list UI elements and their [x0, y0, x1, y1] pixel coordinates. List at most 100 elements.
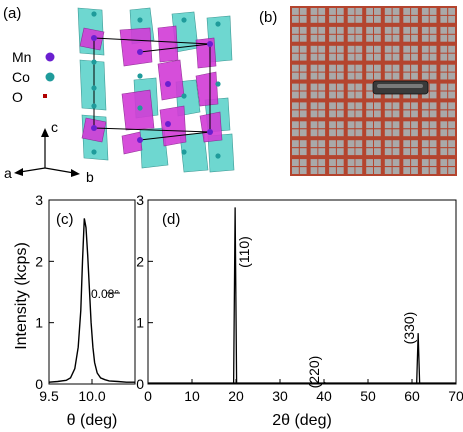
grid-cell — [374, 121, 381, 129]
grid-cell — [374, 110, 381, 118]
grid-cell — [329, 83, 336, 91]
grid-cell — [299, 64, 307, 72]
grid-cell — [421, 8, 429, 15]
grid-cell — [366, 72, 373, 80]
grid-cell — [355, 110, 363, 118]
grid-cell — [448, 121, 455, 129]
unit-cell — [93, 37, 211, 141]
grid-cell — [329, 15, 336, 23]
grid-cell — [366, 8, 373, 15]
grid-cell — [429, 91, 437, 99]
d-xtick-label: 10 — [184, 388, 200, 404]
legend-co-label: Co — [12, 69, 30, 85]
grid-cell — [421, 110, 429, 118]
grid-cell — [292, 91, 299, 99]
grid-cell — [310, 45, 318, 53]
grid-cell — [448, 83, 455, 91]
grid-cell — [392, 34, 400, 42]
grid-cell — [429, 110, 437, 118]
grid-cell — [440, 72, 448, 80]
grid-cell — [329, 167, 336, 174]
grid-cell — [299, 15, 307, 23]
grid-cell — [411, 91, 418, 99]
grid-cell — [310, 34, 318, 42]
grid-cell — [299, 110, 307, 118]
grid-cell — [318, 72, 326, 80]
grid-cell — [299, 102, 307, 110]
crystal-sample-highlight — [377, 84, 423, 88]
grid-cell — [403, 110, 411, 118]
grid-cell — [336, 53, 344, 61]
grid-cell — [355, 45, 363, 53]
grid-cell — [374, 53, 381, 61]
grid-cell — [292, 15, 299, 23]
grid-cell — [310, 15, 318, 23]
grid-cell — [347, 83, 355, 91]
grid-cell — [429, 159, 437, 166]
grid-cell — [429, 72, 437, 80]
grid-cell — [374, 102, 381, 110]
grid-cell — [374, 34, 381, 42]
xrd-peaks: (110) (220) (330) — [232, 207, 421, 388]
d-xtick-label: 50 — [360, 388, 376, 404]
grid-cell — [347, 159, 355, 166]
grid-cell — [329, 102, 336, 110]
d-xtick-label: 20 — [228, 388, 244, 404]
grid-cell — [384, 159, 392, 166]
xrd-peak-label: (110) — [236, 236, 252, 268]
grid-cell — [384, 34, 392, 42]
panel-c-label: (c) — [56, 211, 74, 228]
grid-cell — [429, 148, 437, 156]
grid-cell — [374, 148, 381, 156]
c-ytick-label: 0 — [35, 376, 43, 392]
grid-cell — [310, 121, 318, 129]
grid-cell — [374, 8, 381, 15]
grid-cell — [310, 26, 318, 34]
grid-cell — [421, 167, 429, 174]
grid-cell — [310, 159, 318, 166]
grid-cell — [366, 159, 373, 166]
grid-cell — [318, 159, 326, 166]
grid-cell — [448, 15, 455, 23]
grid-cell — [448, 110, 455, 118]
grid-cell — [448, 102, 455, 110]
grid-cell — [310, 167, 318, 174]
grid-cell — [403, 159, 411, 166]
grid-cell — [355, 8, 363, 15]
grid-cell — [347, 110, 355, 118]
magenta-octahedra — [79, 25, 223, 155]
grid-cell — [292, 72, 299, 80]
grid-cell — [318, 167, 326, 174]
grid-cell — [384, 102, 392, 110]
grid-cell — [299, 167, 307, 174]
grid-cell — [411, 15, 418, 23]
grid-cell — [347, 167, 355, 174]
grid-cell — [374, 72, 381, 80]
grid-cell — [411, 72, 418, 80]
grid-cell — [329, 159, 336, 166]
grid-cell — [292, 26, 299, 34]
d-ytick-label: 3 — [136, 192, 144, 208]
grid-cell — [366, 45, 373, 53]
grid-cell — [366, 129, 373, 137]
grid-cell — [318, 83, 326, 91]
grid-cell — [384, 129, 392, 137]
grid-cell — [411, 8, 418, 15]
grid-cell — [429, 34, 437, 42]
grid-cell — [299, 140, 307, 148]
grid-cell — [374, 15, 381, 23]
grid-cell — [403, 121, 411, 129]
grid-cell — [384, 8, 392, 15]
grid-cell — [318, 15, 326, 23]
grid-cell — [329, 148, 336, 156]
grid-cell — [292, 140, 299, 148]
grid-cell — [384, 15, 392, 23]
y-axis-label: Intensity (kcps) — [13, 242, 30, 350]
grid-cell — [448, 34, 455, 42]
grid-cell — [292, 83, 299, 91]
grid-cell — [292, 110, 299, 118]
grid-cell — [355, 72, 363, 80]
c-ytick-label: 1 — [35, 315, 43, 331]
grid-cell — [318, 140, 326, 148]
